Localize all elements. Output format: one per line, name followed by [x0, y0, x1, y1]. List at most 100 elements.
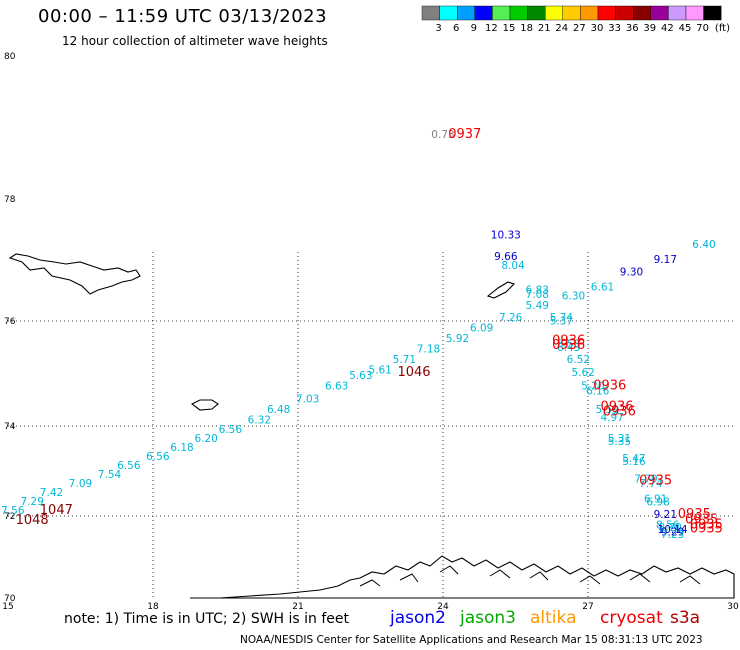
wave-height-label: 7.18 [417, 344, 440, 356]
wave-height-label: 6.52 [567, 354, 590, 366]
wave-height-label: 5.62 [571, 367, 594, 379]
pass-time-label: 0936 [552, 334, 585, 349]
legend-swatch [668, 5, 687, 21]
wave-height-label: 5.63 [349, 370, 372, 382]
wave-height-label: 5.92 [446, 333, 469, 345]
legend-label: 6 [453, 23, 459, 34]
coastline [8, 253, 735, 599]
legend-swatch [597, 5, 616, 21]
legend-label: 12 [485, 23, 498, 34]
norway-fjords [359, 565, 701, 587]
legend-label: 27 [573, 23, 586, 34]
wave-height-label: 5.61 [368, 365, 391, 377]
wave-height-label: 9.29 [661, 527, 684, 539]
legend-label: 45 [679, 23, 692, 34]
legend-label: 39 [643, 23, 656, 34]
wave-height-label: 6.43 [557, 342, 580, 354]
pass-time-label: 0935 [678, 507, 711, 522]
wave-height-label: 6.32 [248, 414, 271, 426]
lat-tick-label: 70 [4, 594, 16, 604]
wave-height-label: 6.56 [219, 424, 243, 436]
wave-height-label: 8.56 [656, 519, 680, 531]
wave-height-label: 5.20 [581, 380, 604, 392]
legend-swatch [492, 5, 511, 21]
legend-label: 33 [608, 23, 621, 34]
legend-swatch [527, 5, 546, 21]
wave-height-label: 7.56 [1, 505, 25, 517]
lon-tick-label: 21 [292, 602, 303, 612]
bear-island [190, 399, 219, 411]
wave-height-label: 7.03 [296, 393, 319, 405]
wave-height-label: 5.74 [550, 312, 574, 324]
wave-height-label: 5.58 [557, 338, 580, 350]
lat-tick-label: 80 [4, 52, 16, 62]
wave-height-label: 5.71 [393, 354, 416, 366]
lat-tick-label: 76 [4, 317, 16, 327]
color-legend: 3 6 9 12 15 18 21 24 27 30 33 36 39 42 45 70 (ft) [421, 5, 730, 34]
wave-height-label: 10.33 [491, 230, 521, 242]
legend-label: 3 [435, 23, 441, 34]
pass-time-label: 0935 [685, 512, 718, 527]
lon-tick-label: 30 [727, 602, 739, 612]
wave-height-label: 7.08 [526, 289, 549, 301]
legend-swatch [545, 5, 564, 21]
pass-time-label: 1046 [397, 365, 430, 380]
legend-swatch [562, 5, 581, 21]
legend-swatch [509, 5, 528, 21]
legend-swatch [439, 5, 458, 21]
legend-swatch [474, 5, 493, 21]
pass-time-label: 0936 [600, 399, 633, 414]
legend-label: 42 [661, 23, 674, 34]
lon-tick-label: 15 [2, 602, 13, 612]
legend-swatch [685, 5, 704, 21]
legend-label: 18 [520, 23, 533, 34]
wave-height-label: 9.30 [620, 266, 643, 278]
satellite-name: altika [530, 608, 577, 628]
svalbard-coastline [8, 253, 141, 295]
legend-label: 70 [696, 23, 709, 34]
legend-label: 24 [555, 23, 568, 34]
lat-lon-grid: 15 18 21 24 27 30 80 78 76 74 72 70 [2, 52, 739, 612]
wave-height-label: 6.61 [591, 282, 614, 294]
wave-height-label: 4.97 [600, 412, 623, 424]
page-subtitle: 12 hour collection of altimeter wave hei… [62, 34, 328, 48]
legend-label: 36 [626, 23, 639, 34]
wave-height-label: 6.56 [117, 460, 141, 472]
wave-height-label: 10.14 [658, 524, 688, 536]
wave-height-label: 7.23 [661, 529, 684, 541]
pass-time-label: 0937 [448, 127, 481, 142]
wave-height-label: 6.16 [586, 386, 610, 398]
wave-height-label: 7.79 [634, 473, 657, 485]
wave-height-label: 5.31 [608, 433, 631, 445]
wave-height-label: 5.47 [622, 453, 645, 465]
wave-height-labels: 0.7309378.487.567.297.427.097.546.566.56… [0, 127, 723, 541]
legend-swatch [421, 5, 440, 21]
legend-swatch [580, 5, 599, 21]
credit-line: NOAA/NESDIS Center for Satellite Applica… [240, 634, 703, 646]
legend-swatch [457, 5, 476, 21]
wave-height-label: 8.70 [658, 522, 681, 534]
legend-swatch [633, 5, 652, 21]
pass-time-label: 1048 [16, 513, 49, 528]
pass-time-label: 0935 [690, 517, 723, 532]
wave-height-label: 6.98 [646, 497, 669, 509]
pass-time-label: 0936 [593, 378, 626, 393]
wave-height-label: 7.26 [499, 312, 523, 324]
wave-height-label: 7.54 [98, 469, 122, 481]
wave-height-label: 6.56 [146, 451, 170, 463]
wave-height-label: 9.66 [494, 251, 518, 263]
pass-time-label: 0935 [639, 474, 672, 489]
wave-height-label: 6.20 [194, 433, 217, 445]
wave-height-label: 6.40 [692, 239, 715, 251]
legend-swatch [703, 5, 722, 21]
wave-height-label: 7.29 [20, 496, 43, 508]
wave-height-label: 5.37 [550, 316, 573, 328]
lon-tick-label: 18 [147, 602, 159, 612]
legend-label: 30 [591, 23, 604, 34]
satellite-name: s3a [670, 608, 701, 628]
wave-height-label: 5.59 [596, 404, 619, 416]
wave-height-label: 5.16 [622, 456, 646, 468]
footnote: note: 1) Time is in UTC; 2) SWH is in fe… [64, 611, 350, 627]
